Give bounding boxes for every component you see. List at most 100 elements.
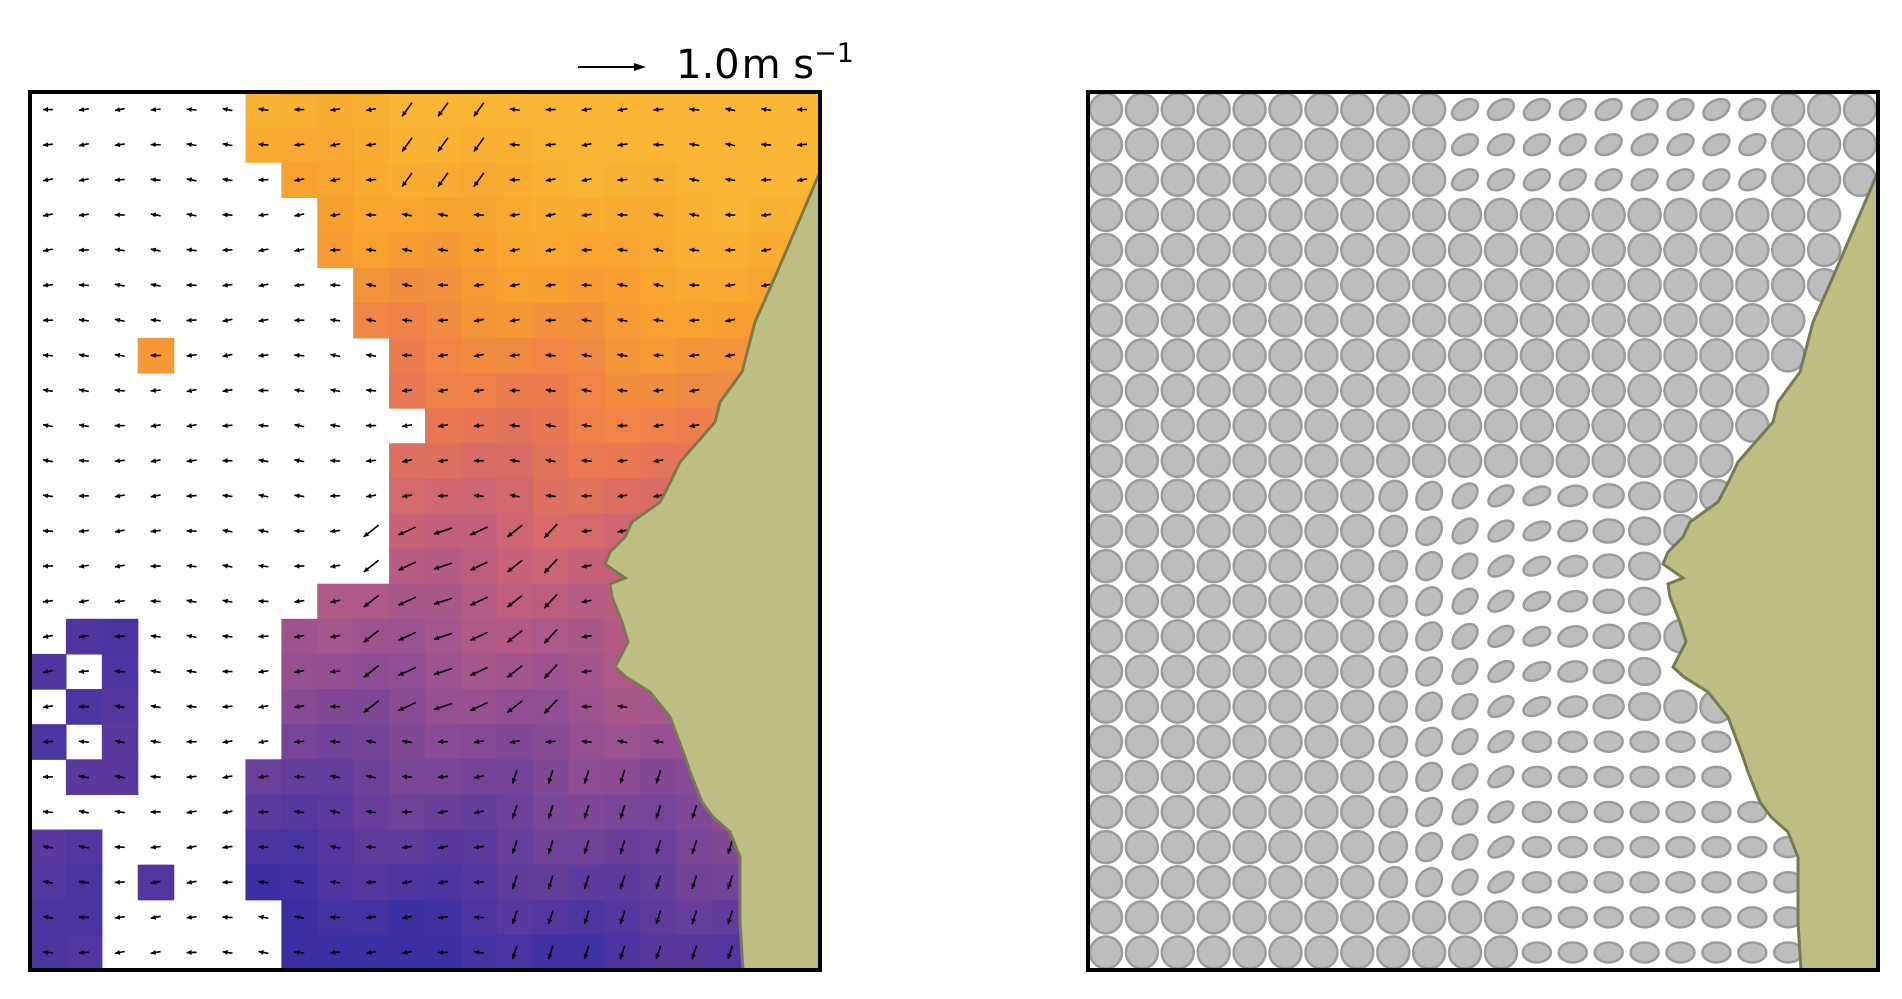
quiver-arrow <box>78 949 89 955</box>
tidal-ellipse <box>1450 168 1480 192</box>
quiver-arrow <box>150 493 161 499</box>
tidal-ellipse <box>1593 765 1624 789</box>
tidal-ellipse <box>1378 865 1409 899</box>
tidal-ellipse <box>1591 373 1626 408</box>
quiver-arrow <box>437 317 448 323</box>
quiver-arrow <box>473 172 485 188</box>
tidal-ellipse <box>1737 941 1768 964</box>
quiver-arrow <box>114 388 125 394</box>
quiver-arrow <box>330 809 341 815</box>
tidal-ellipse <box>1196 197 1231 233</box>
tidal-ellipse <box>1160 162 1196 198</box>
tidal-ellipse <box>1591 303 1626 338</box>
tidal-ellipse <box>1699 232 1734 268</box>
quiver-arrow <box>366 739 377 745</box>
tidal-ellipse <box>1268 548 1303 584</box>
quiver-arrow <box>150 879 161 885</box>
tidal-ellipse <box>1124 794 1160 830</box>
tidal-ellipse <box>1521 730 1553 753</box>
quiver-arrow <box>78 844 89 850</box>
tidal-ellipse <box>1665 870 1696 894</box>
tidal-ellipse <box>1483 197 1519 233</box>
quiver-arrow <box>689 317 700 323</box>
tidal-ellipse <box>1701 800 1732 824</box>
tidal-ellipse <box>1160 759 1196 795</box>
quiver-arrow <box>401 493 413 499</box>
quiver-arrow <box>114 528 125 534</box>
quiver-arrow <box>545 388 556 393</box>
tidal-ellipse <box>1160 338 1196 373</box>
quiver-arrow <box>78 774 89 780</box>
quiver-arrow <box>583 840 590 854</box>
tidal-ellipse <box>1483 900 1519 935</box>
tidal-ellipse <box>1232 829 1267 865</box>
tidal-ellipse <box>1735 197 1770 233</box>
quiver-arrow <box>78 493 89 499</box>
tidal-ellipse <box>1451 763 1479 791</box>
tidal-ellipse <box>1160 267 1196 303</box>
quiver-arrow <box>583 805 590 819</box>
quiver-arrow <box>42 774 53 780</box>
tidal-ellipse <box>1522 485 1552 507</box>
quiver-arrow <box>258 949 269 955</box>
quiver-arrow <box>294 704 305 710</box>
quiver-arrow <box>689 177 700 183</box>
tidal-ellipse <box>1591 197 1626 233</box>
quiver-arrow <box>653 352 664 358</box>
tidal-ellipse <box>1088 373 1124 408</box>
quiver-arrow <box>42 809 54 815</box>
quiver-arrow <box>186 563 197 569</box>
tidal-ellipse <box>1415 691 1444 722</box>
tidal-ellipse <box>1519 338 1555 373</box>
tidal-ellipse <box>1304 303 1339 338</box>
quiver-arrow <box>150 598 161 604</box>
quiver-arrow <box>258 107 269 113</box>
quiver-arrow <box>150 563 161 569</box>
quiver-arrow <box>42 844 54 850</box>
tidal-ellipse <box>1232 92 1267 127</box>
tidal-ellipse <box>1124 197 1160 233</box>
quiver-arrow <box>581 563 592 569</box>
tidal-ellipse <box>1378 514 1409 548</box>
quiver-arrow <box>186 879 197 885</box>
tidal-ellipse <box>1340 759 1375 795</box>
quiver-key-label: 1.0m s−1 <box>676 38 854 88</box>
quiver-arrow <box>330 563 341 569</box>
tidal-ellipse <box>1232 513 1267 549</box>
tidal-ellipse <box>1196 794 1231 830</box>
tidal-ellipse <box>1378 760 1409 794</box>
quiver-arrow <box>222 247 233 253</box>
tidal-ellipse <box>1487 835 1515 859</box>
tidal-ellipse <box>1415 831 1444 863</box>
quiver-arrow <box>545 739 556 745</box>
quiver-arrow <box>509 282 520 288</box>
quiver-arrow <box>401 914 413 920</box>
tidal-ellipse <box>1665 941 1696 964</box>
tidal-ellipse <box>1451 587 1479 615</box>
quiver-arrow <box>186 493 197 499</box>
tidal-ellipse <box>1521 800 1553 824</box>
tidal-ellipse <box>1232 373 1267 408</box>
quiver-arrow <box>258 739 269 745</box>
quiver-arrow <box>617 493 628 499</box>
quiver-arrow <box>42 598 54 604</box>
tidal-ellipse <box>1196 338 1231 373</box>
tidal-ellipse <box>1451 798 1479 826</box>
tidal-ellipse <box>1770 338 1806 373</box>
quiver-arrow <box>42 493 54 499</box>
quiver-arrow <box>330 493 341 499</box>
tidal-ellipse <box>1268 583 1303 619</box>
quiver-arrow <box>42 352 53 358</box>
tidal-ellipse <box>1521 906 1553 929</box>
tidal-ellipse <box>1304 197 1339 233</box>
quiver-arrow <box>186 423 197 429</box>
quiver-arrow <box>691 945 698 960</box>
tidal-ellipse <box>1411 232 1447 268</box>
quiver-arrow <box>581 423 592 429</box>
quiver-arrow <box>547 910 554 925</box>
quiver-arrow <box>294 493 305 499</box>
quiver-arrow <box>150 212 161 218</box>
quiver-arrow <box>330 598 341 604</box>
quiver-arrow <box>691 875 698 890</box>
